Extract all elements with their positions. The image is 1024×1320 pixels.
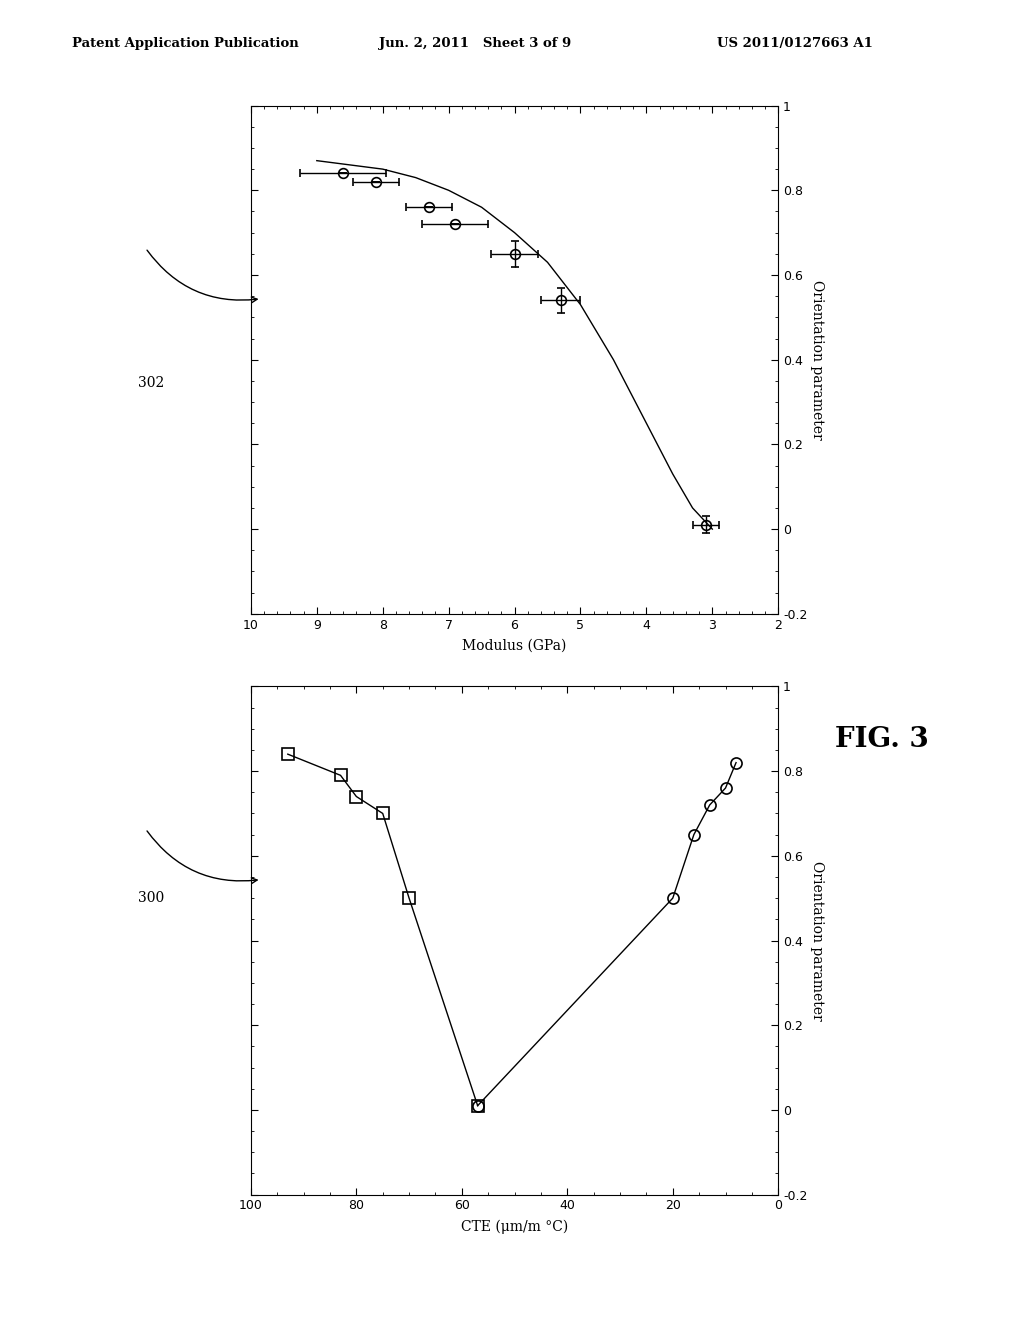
Text: 300: 300 bbox=[138, 891, 165, 904]
Text: US 2011/0127663 A1: US 2011/0127663 A1 bbox=[717, 37, 872, 50]
Text: Patent Application Publication: Patent Application Publication bbox=[72, 37, 298, 50]
X-axis label: CTE (μm/m °C): CTE (μm/m °C) bbox=[461, 1220, 568, 1234]
Y-axis label: Orientation parameter: Orientation parameter bbox=[810, 280, 824, 440]
X-axis label: Modulus (GPa): Modulus (GPa) bbox=[463, 639, 566, 652]
Text: 302: 302 bbox=[138, 376, 165, 389]
Text: FIG. 3: FIG. 3 bbox=[835, 726, 929, 752]
Y-axis label: Orientation parameter: Orientation parameter bbox=[810, 861, 824, 1020]
Text: Jun. 2, 2011   Sheet 3 of 9: Jun. 2, 2011 Sheet 3 of 9 bbox=[379, 37, 571, 50]
